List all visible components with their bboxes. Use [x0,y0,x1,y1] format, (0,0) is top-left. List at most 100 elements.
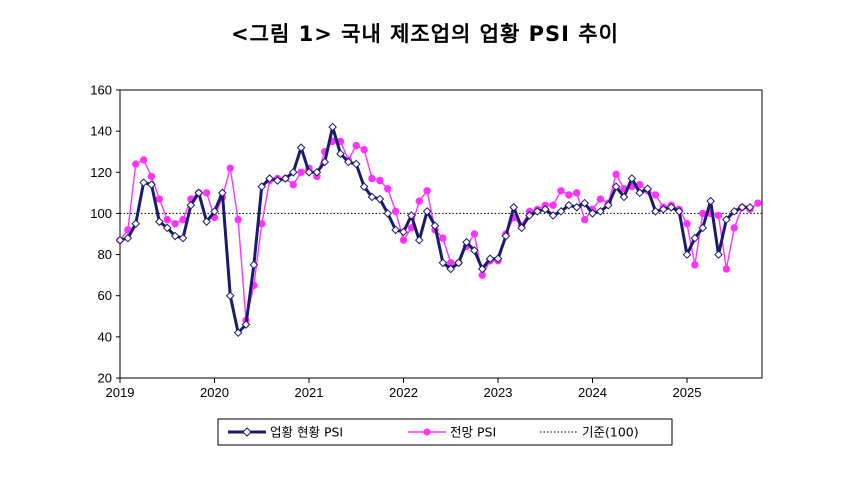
y-tick-label: 60 [98,288,112,303]
data-point-current [155,217,164,226]
data-point-outlook [297,168,305,176]
data-point-outlook [368,174,376,183]
data-point-current [690,233,700,243]
data-point-outlook [399,236,408,244]
data-point-current [194,188,204,198]
data-point-current [320,157,330,167]
data-point-outlook [147,172,156,181]
data-point-current [714,250,723,259]
data-point-current [351,159,361,169]
y-tick-label: 160 [90,83,112,98]
data-point-current [706,196,715,206]
data-point-current [407,211,416,220]
data-point-current [304,167,314,177]
data-point-outlook [722,265,731,273]
x-tick-label: 2024 [578,385,607,400]
data-point-current [611,182,621,191]
data-point-current [257,182,267,191]
data-point-outlook [612,170,620,179]
legend-label-outlook: 전망 PSI [450,425,496,440]
data-point-current [477,264,487,274]
data-point-current [123,233,133,243]
x-tick-label: 2019 [106,385,135,400]
data-point-outlook [289,180,297,189]
data-point-current [525,211,534,220]
data-point-current [367,192,377,202]
y-tick-label: 80 [98,247,112,262]
data-point-outlook [171,220,179,228]
data-point-current [627,174,637,183]
plot-area [119,89,763,379]
data-point-current [225,291,235,301]
legend-marker-outlook [423,428,431,436]
data-point-current [391,225,400,235]
data-point-current [170,231,180,241]
data-point-outlook [580,215,589,224]
data-point-current [572,202,582,212]
data-point-outlook [139,156,148,164]
data-point-outlook [549,201,557,209]
data-point-current [162,223,172,233]
data-point-current [651,207,660,216]
data-point-current [344,157,353,167]
data-point-current [312,167,322,177]
legend-label-current: 업황 현황 PSI [270,425,343,440]
data-point-outlook [202,189,211,197]
data-point-current [643,184,652,194]
data-point-current [674,207,684,216]
data-point-outlook [754,199,762,207]
data-point-current [430,221,440,231]
data-point-current [596,207,605,216]
data-point-outlook [415,197,423,205]
y-tick-label: 140 [90,124,112,139]
data-point-outlook [714,211,723,220]
data-point-current [288,167,298,177]
data-point-outlook [565,191,573,199]
data-point-current [603,200,613,210]
data-point-current [115,235,125,245]
y-tick-label: 20 [98,371,112,386]
data-point-outlook [557,187,565,195]
data-point-outlook [352,141,360,150]
data-point-current [556,207,566,216]
x-tick-label: 2020 [200,385,229,400]
data-point-current [517,223,526,233]
data-point-current [249,260,259,270]
data-point-current [659,205,668,214]
x-tick-label: 2021 [295,385,324,400]
data-point-current [281,174,290,183]
data-point-current [202,217,211,226]
data-point-current [359,182,369,191]
data-point-current [147,180,156,189]
data-point-current [375,194,385,204]
data-point-current [729,207,739,216]
data-point-outlook [226,164,234,172]
data-point-current [485,254,495,263]
data-point-outlook [234,215,242,224]
legend-marker-current [242,427,252,437]
data-point-outlook [691,261,699,269]
data-point-current [296,143,306,152]
data-point-current [241,320,251,329]
data-point-current [470,246,479,255]
data-point-current [265,174,274,183]
data-point-current [186,200,196,210]
data-point-current [422,207,432,216]
data-point-current [698,223,708,233]
data-point-current [218,188,227,198]
data-point-current [682,250,692,259]
data-point-outlook [651,191,660,199]
data-point-current [745,202,755,212]
data-point-current [273,176,282,185]
data-point-current [336,149,345,159]
data-point-current [210,207,219,216]
data-point-outlook [730,224,738,232]
data-point-current [446,264,456,274]
data-point-current [454,258,463,268]
data-point-outlook [163,215,171,224]
data-point-current [737,202,747,212]
data-point-current [501,231,511,241]
data-point-current [438,258,448,268]
data-point-current [399,227,408,237]
